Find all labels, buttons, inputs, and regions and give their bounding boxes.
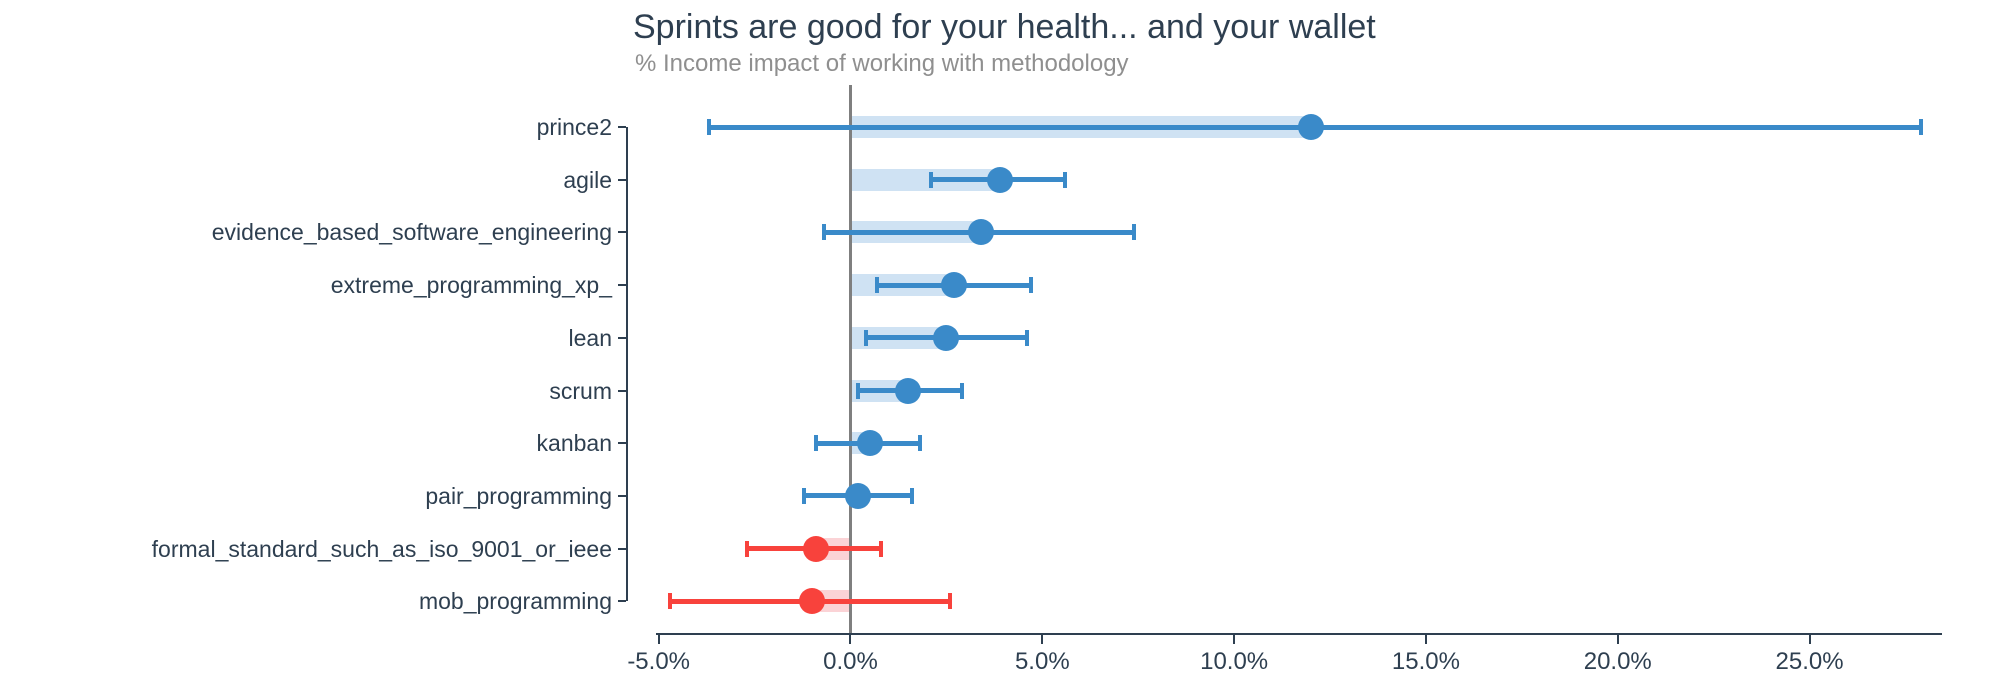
ci-cap-high — [1918, 119, 1923, 135]
ci-cap-low — [744, 540, 749, 557]
mean-dot — [941, 272, 968, 299]
x-tick-label: 0.0% — [823, 648, 878, 675]
x-tick — [1041, 635, 1044, 644]
zero-reference-line — [848, 85, 852, 633]
y-axis — [626, 127, 628, 602]
x-tick — [1808, 635, 1811, 644]
category-label: kanban — [536, 430, 612, 457]
y-tick — [618, 231, 626, 234]
ci-cap-low — [856, 382, 861, 399]
x-tick-label: 15.0% — [1391, 648, 1460, 675]
x-tick — [1424, 635, 1427, 644]
y-tick — [618, 547, 626, 550]
x-tick-label: 5.0% — [1014, 648, 1070, 675]
ci-cap-low — [802, 487, 807, 504]
category-label: prince2 — [536, 114, 612, 140]
mean-dot — [845, 482, 872, 509]
ci-cap-high — [1063, 171, 1068, 188]
mean-dot — [799, 588, 826, 615]
ci-cap-high — [917, 435, 922, 452]
x-tick — [1233, 635, 1236, 644]
category-label: pair_programming — [425, 482, 612, 509]
ci-cap-high — [948, 593, 953, 610]
category-label: formal_standard_such_as_iso_9001_or_ieee — [151, 535, 612, 562]
impact-bar — [850, 168, 1001, 191]
mean-dot — [802, 535, 829, 562]
mean-dot — [1297, 114, 1324, 140]
ci-cap-low — [821, 224, 826, 241]
category-label: lean — [568, 324, 612, 351]
y-tick — [618, 442, 626, 445]
ci-cap-high — [1132, 224, 1137, 241]
ci-cap-low — [929, 171, 934, 188]
mean-dot — [987, 166, 1014, 193]
y-tick — [618, 178, 626, 181]
x-tick-label: 25.0% — [1775, 648, 1844, 675]
x-tick — [849, 635, 852, 644]
category-label: evidence_based_software_engineering — [211, 219, 612, 246]
x-axis — [656, 633, 1942, 635]
y-tick — [618, 600, 626, 603]
plot-area — [656, 85, 1940, 633]
x-tick — [657, 635, 660, 644]
ci-cap-low — [668, 593, 673, 610]
chart-title: Sprints are good for your health... and … — [633, 8, 1376, 46]
ci-cap-high — [1028, 277, 1033, 294]
x-tick-label: 20.0% — [1583, 648, 1652, 675]
ci-cap-low — [863, 329, 868, 346]
y-tick — [618, 494, 626, 497]
x-tick-label: 10.0% — [1200, 648, 1269, 675]
y-tick — [618, 126, 626, 128]
y-tick — [618, 284, 626, 287]
ci-cap-high — [1024, 329, 1029, 346]
y-tick — [618, 336, 626, 339]
ci-cap-low — [813, 435, 818, 452]
x-tick — [1616, 635, 1619, 644]
category-label: mob_programming — [418, 588, 612, 615]
ci-cap-low — [875, 277, 880, 294]
chart-subtitle: % Income impact of working with methodol… — [635, 50, 1129, 77]
mean-dot — [856, 430, 883, 457]
ci-cap-low — [706, 119, 711, 135]
ci-cap-high — [879, 540, 884, 557]
x-tick-label: -5.0% — [627, 648, 691, 675]
category-label: scrum — [549, 377, 612, 404]
ci-cap-high — [959, 382, 964, 399]
mean-dot — [933, 324, 960, 351]
category-label: extreme_programming_xp_ — [330, 272, 612, 299]
ci-cap-high — [909, 487, 914, 504]
category-label: agile — [563, 166, 612, 193]
y-tick — [618, 389, 626, 392]
mean-dot — [895, 377, 922, 404]
mean-dot — [967, 219, 994, 246]
